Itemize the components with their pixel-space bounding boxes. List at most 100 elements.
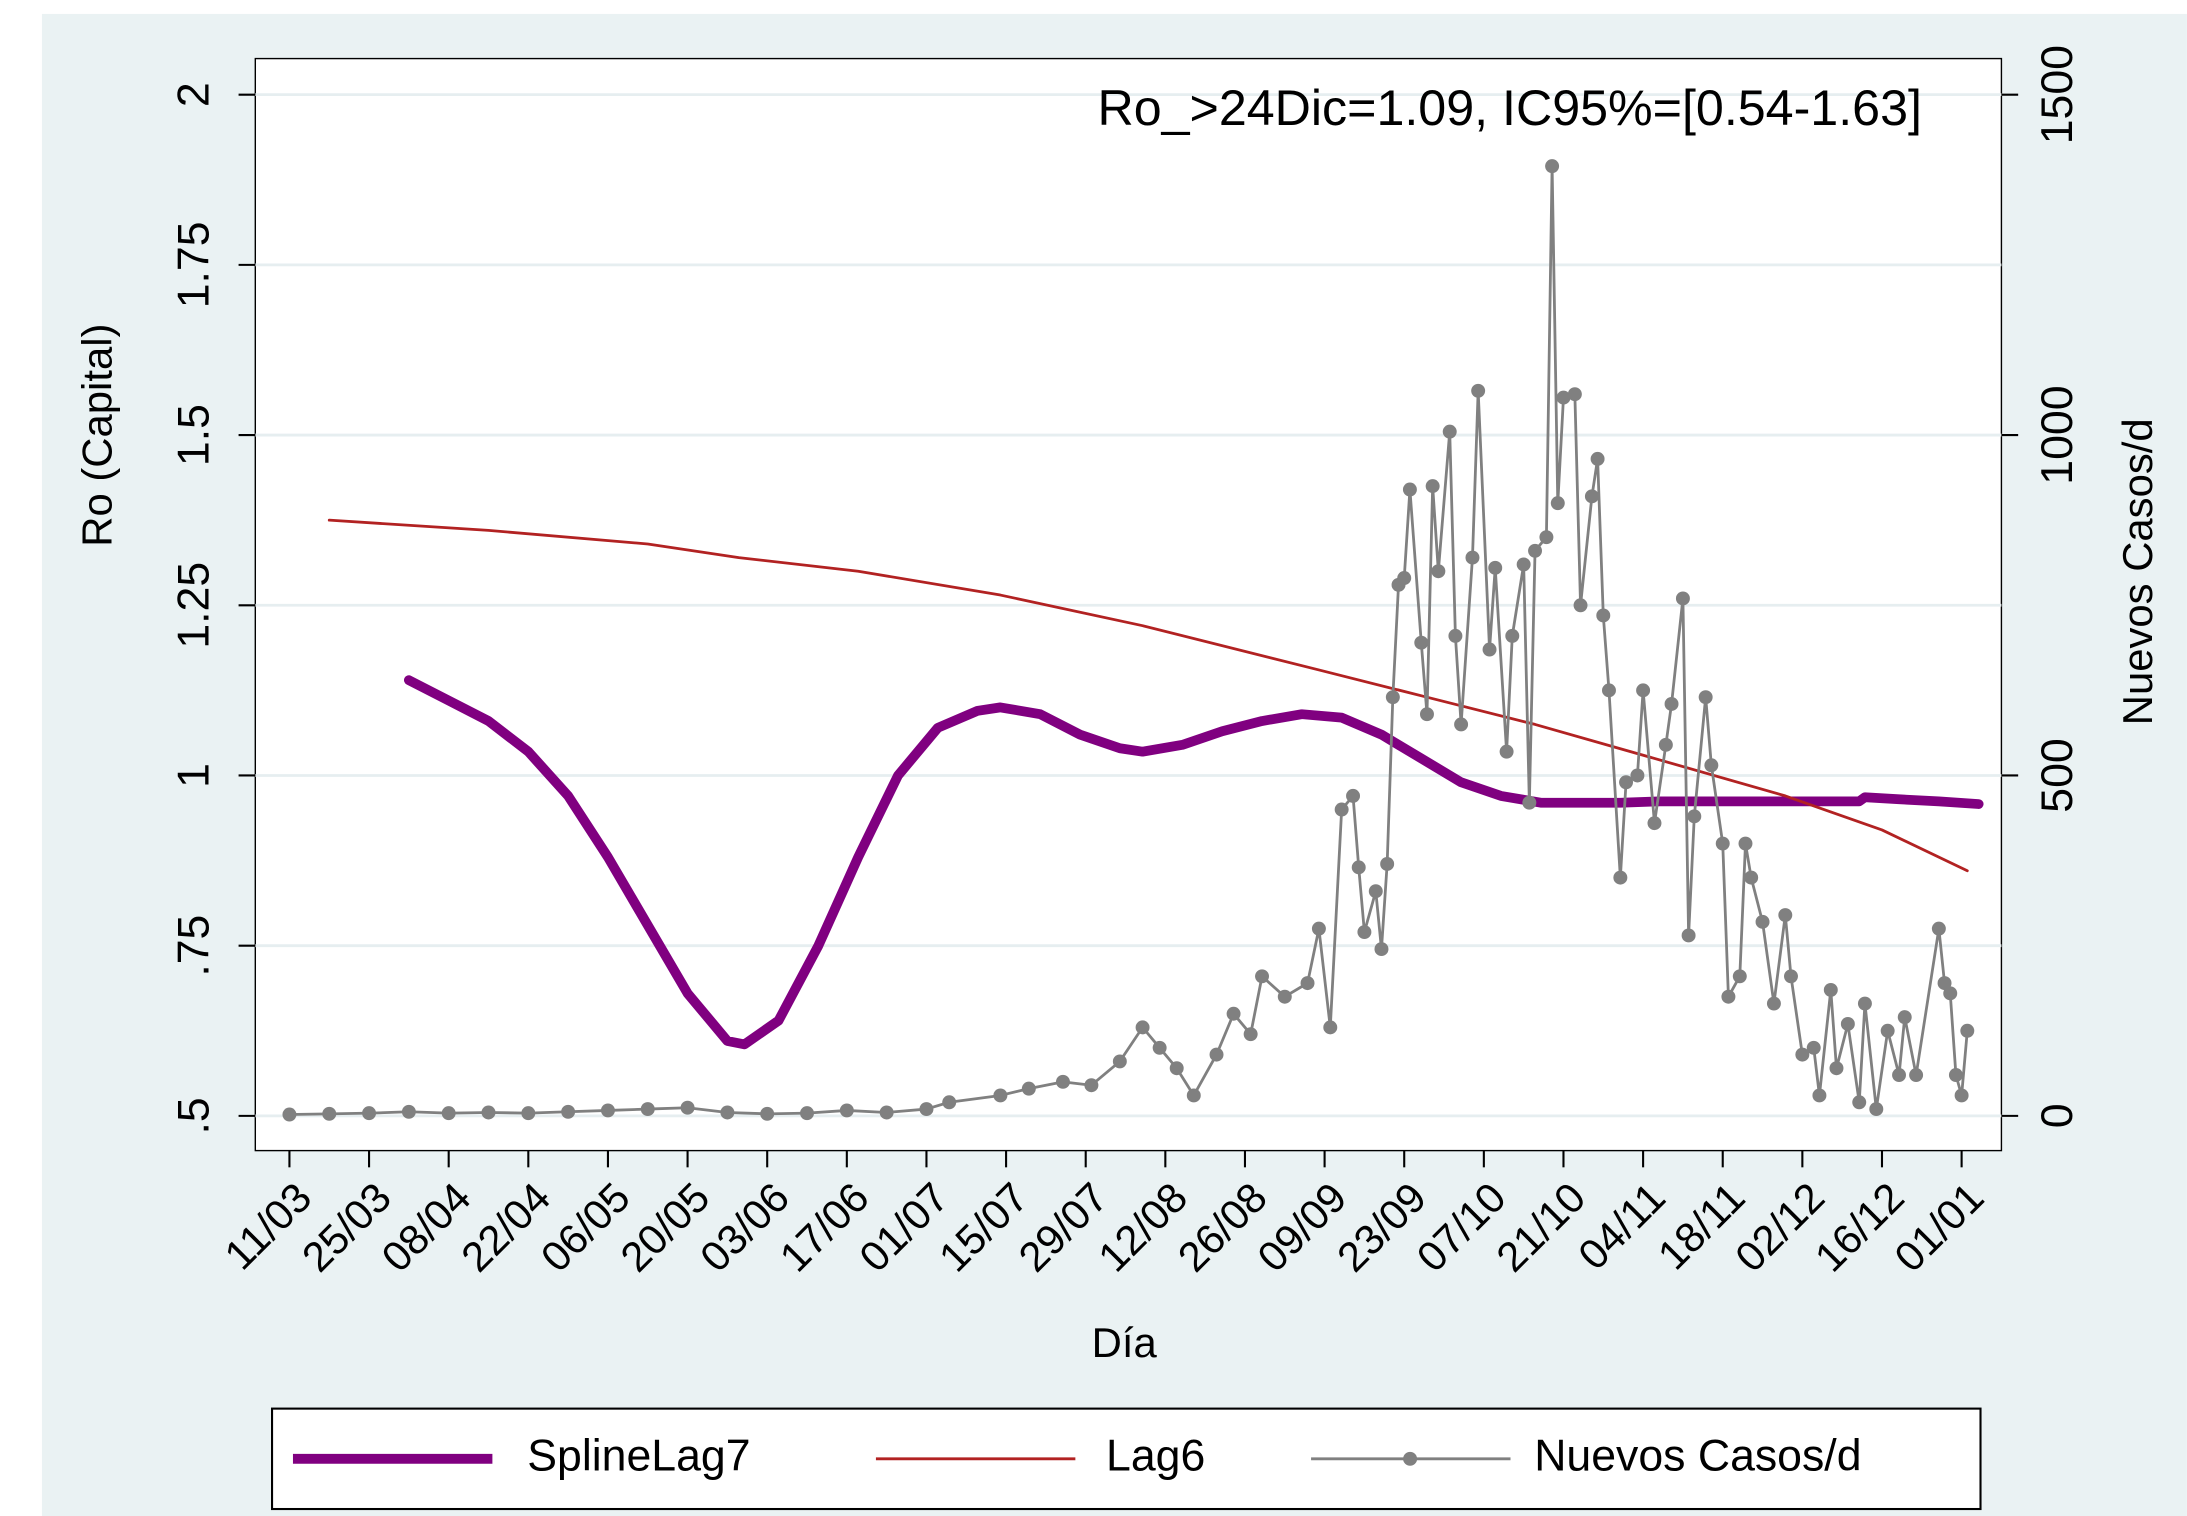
series-marker	[1909, 1068, 1924, 1083]
series-marker	[1152, 1040, 1167, 1055]
series-marker	[720, 1105, 735, 1120]
y2-tick-label: 500	[2033, 738, 2082, 812]
series-marker	[1311, 921, 1326, 936]
series-marker	[1431, 564, 1446, 579]
series-marker	[879, 1105, 894, 1120]
series-marker	[1795, 1047, 1810, 1062]
series-marker	[1590, 451, 1605, 466]
series-marker	[481, 1105, 496, 1120]
series-marker	[1334, 802, 1349, 817]
series-marker	[1732, 969, 1747, 984]
series-marker	[1402, 482, 1417, 497]
series-marker	[521, 1106, 536, 1121]
series-marker	[640, 1102, 655, 1117]
series-marker	[1346, 788, 1361, 803]
series-marker	[1721, 989, 1736, 1004]
series-marker	[1869, 1102, 1884, 1117]
series-marker	[1454, 717, 1469, 732]
y-axis-label: Ro (Capital)	[74, 324, 121, 547]
series-marker	[1482, 642, 1497, 657]
series-marker	[1186, 1088, 1201, 1103]
series-marker	[1715, 836, 1730, 851]
series-marker	[1419, 707, 1434, 722]
series-marker	[1738, 836, 1753, 851]
series-marker	[1425, 479, 1440, 494]
series-marker	[839, 1103, 854, 1118]
series-marker	[1471, 383, 1486, 398]
marks	[282, 159, 1984, 1122]
y2-tick-label: 1000	[2033, 385, 2082, 484]
legend-label: Nuevos Casos/d	[1534, 1432, 1861, 1481]
x-axis-label: Día	[1092, 1319, 1158, 1366]
series-marker	[1277, 989, 1292, 1004]
series-marker	[1602, 683, 1616, 698]
series-marker	[1368, 884, 1383, 899]
series-marker	[1784, 969, 1798, 984]
series-marker	[1226, 1006, 1241, 1021]
series-marker	[282, 1107, 297, 1122]
series-marker	[1385, 690, 1400, 705]
series-marker	[1931, 921, 1946, 936]
series-marker	[1687, 809, 1702, 824]
series-marker	[1243, 1027, 1258, 1042]
series-marker	[1744, 870, 1759, 885]
series-marker	[1755, 914, 1770, 929]
series-marker	[1840, 1016, 1855, 1031]
series-marker	[1857, 996, 1872, 1011]
y2-tick-label: 1500	[2033, 45, 2082, 144]
series-marker	[1112, 1054, 1127, 1069]
series-marker	[1573, 598, 1588, 613]
series-marker	[1300, 976, 1315, 991]
y-tick-label: .5	[170, 1097, 219, 1134]
series-marker	[942, 1095, 957, 1110]
series-marker	[1948, 1068, 1963, 1083]
series-marker	[1550, 496, 1565, 511]
series-marker	[1636, 683, 1651, 698]
series-marker	[1613, 870, 1628, 885]
series-marker	[322, 1106, 337, 1121]
series-marker	[362, 1106, 377, 1121]
series-marker	[1448, 628, 1463, 643]
series-marker	[1414, 635, 1429, 650]
series-marker	[1892, 1068, 1907, 1083]
series-marker	[1960, 1023, 1975, 1038]
y-tick-label: .75	[170, 915, 219, 977]
series-marker	[1681, 928, 1696, 943]
series-marker	[1823, 982, 1838, 997]
series-line	[288, 164, 1969, 1116]
series-line	[403, 675, 1984, 1050]
series-marker	[1397, 571, 1412, 586]
series-marker	[1522, 795, 1537, 810]
series-marker	[1852, 1095, 1867, 1110]
series-marker	[1516, 557, 1531, 572]
y-tick-label: 2	[170, 82, 219, 107]
series-marker	[1505, 628, 1520, 643]
series-marker	[1488, 560, 1503, 575]
series-marker	[1169, 1061, 1184, 1076]
y-tick-label: 1.5	[170, 404, 219, 466]
series-marker	[1135, 1020, 1150, 1035]
y-tick-label: 1.25	[170, 562, 219, 649]
y-tick-label: 1	[170, 763, 219, 788]
series-marker	[1442, 424, 1457, 439]
y2-tick-label: 0	[2033, 1103, 2082, 1128]
series-marker	[1675, 591, 1690, 606]
series-marker	[1806, 1040, 1821, 1055]
series-marker	[1954, 1088, 1969, 1103]
series-marker	[1812, 1088, 1827, 1103]
series-marker	[1499, 744, 1514, 759]
series-marker	[1778, 908, 1793, 923]
series-marker	[441, 1106, 456, 1121]
series-marker	[1897, 1010, 1912, 1025]
series-marker	[1567, 387, 1582, 402]
series-line	[327, 518, 1969, 873]
series-marker	[1880, 1023, 1895, 1038]
series-marker	[600, 1103, 615, 1118]
series-marker	[1943, 986, 1958, 1001]
series-marker	[561, 1104, 576, 1119]
series-marker	[1323, 1020, 1338, 1035]
series-marker	[760, 1106, 775, 1121]
annotation: Ro_>24Dic=1.09, IC95%=[0.54-1.63]	[1097, 80, 1921, 136]
legend-label: Lag6	[1106, 1432, 1205, 1481]
